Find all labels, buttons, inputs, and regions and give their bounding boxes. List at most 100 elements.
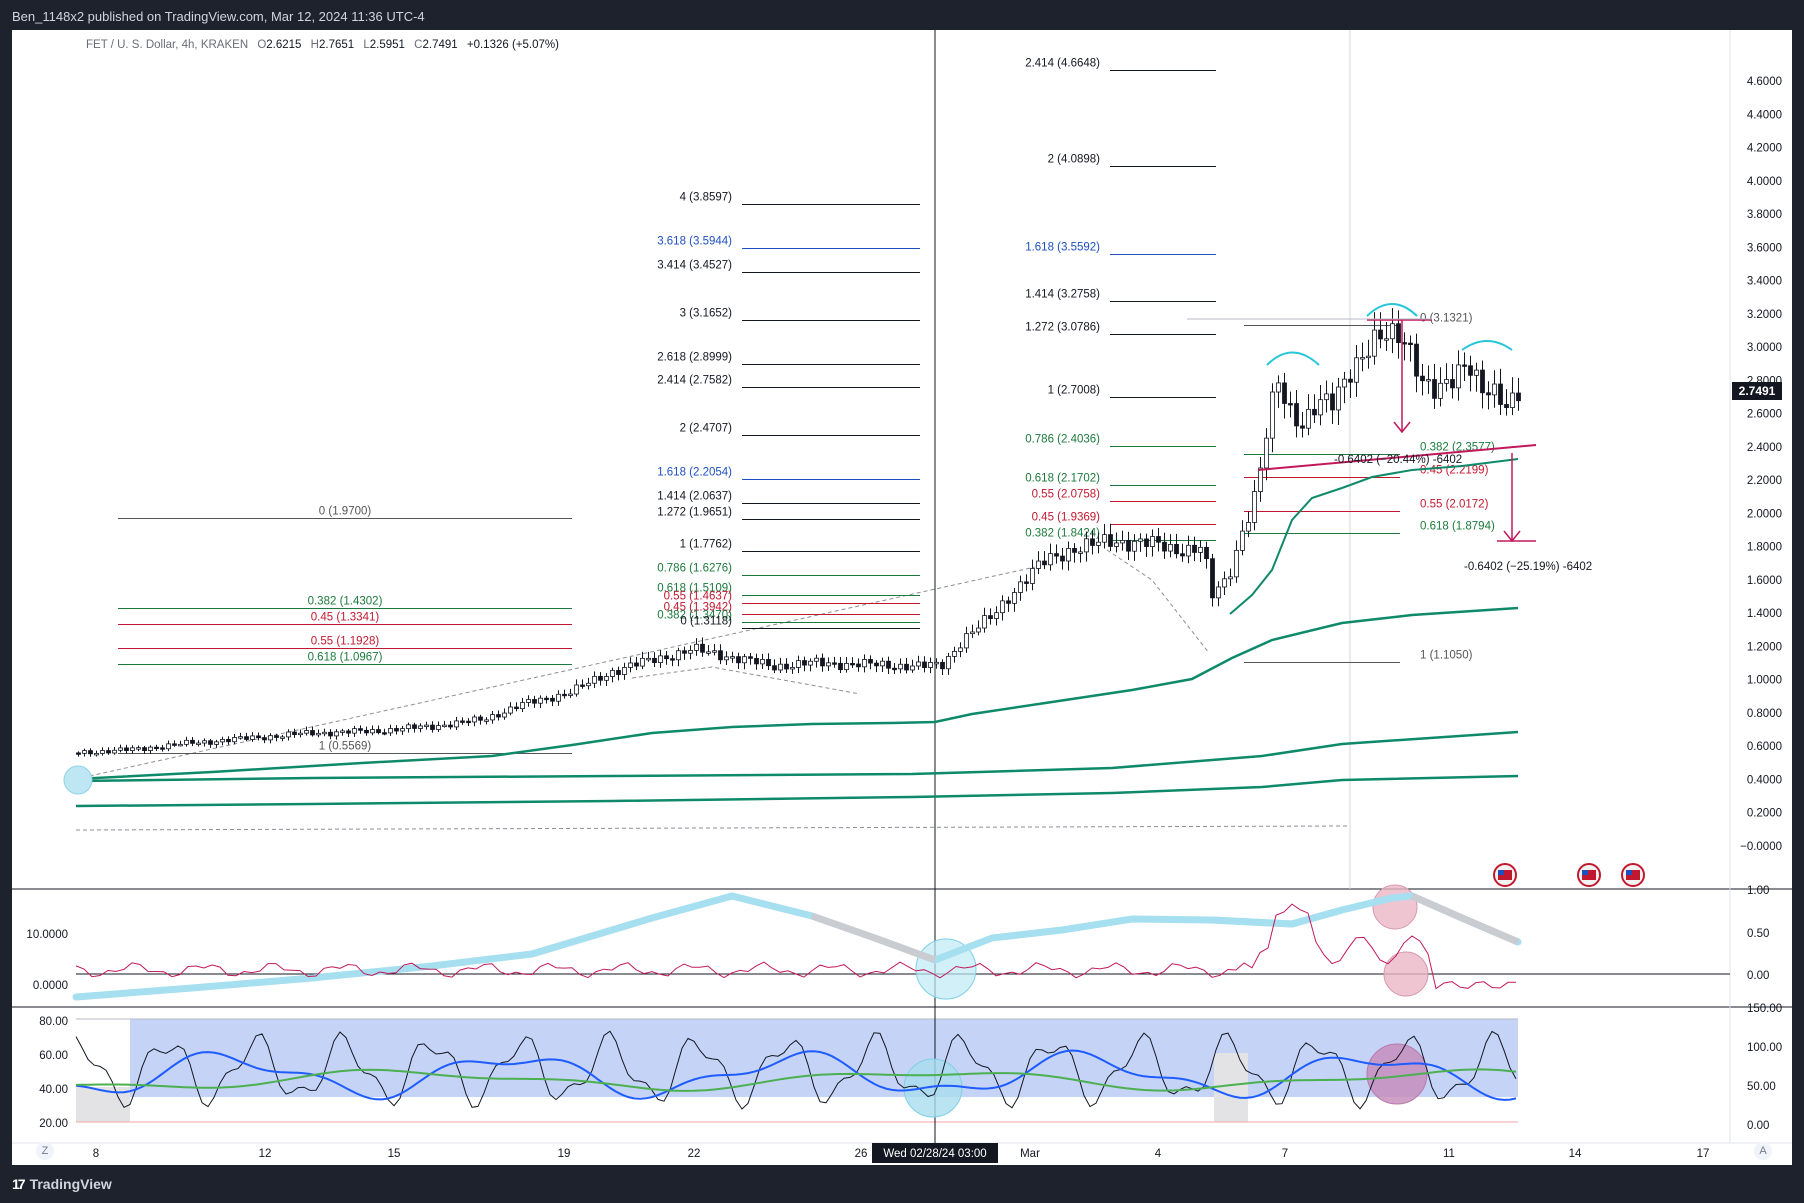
- candle-body: [520, 702, 525, 710]
- time-axis[interactable]: 8 12 15 19 22 26 Mar 4 7 11 14 17: [93, 1148, 1710, 1160]
- price-tick-label: 0.2000: [1747, 808, 1782, 820]
- candle-body: [1048, 553, 1053, 566]
- candle-body: [562, 693, 567, 697]
- candlestick-series: [76, 308, 1521, 757]
- fib-level-label: 0.382 (1.3470): [657, 610, 732, 622]
- price-axis[interactable]: 4.6000 4.4000 4.2000 4.0000 3.8000 3.6000 3.40…: [1740, 76, 1782, 853]
- candle-body: [394, 728, 399, 732]
- publisher-bar: Ben_1148x2 published on TradingView.com,…: [0, 0, 1804, 30]
- neckline[interactable]: [1257, 444, 1537, 471]
- candle-body: [1036, 560, 1041, 569]
- divergence-highlight: [1372, 884, 1418, 930]
- flag-us-icon[interactable]: [1577, 863, 1601, 887]
- candle-body: [1348, 378, 1353, 383]
- time-tick-label: 14: [1569, 1148, 1582, 1160]
- price-chart[interactable]: 4 (3.8597) 3.618 (3.5944) 3.414 (3.4527) 3 …: [12, 30, 1792, 1165]
- osc-signal-band-grey: [810, 912, 937, 964]
- candle-body: [106, 750, 111, 754]
- fib-level-label: 3.414 (3.4527): [657, 260, 732, 272]
- candle-body: [112, 749, 117, 754]
- candle-body: [1138, 538, 1143, 542]
- arrowhead: [1393, 421, 1411, 434]
- symbol-legend[interactable]: FET / U. S. Dollar, 4h, KRAKEN O2.6215 H…: [86, 39, 559, 51]
- candle-body: [976, 627, 981, 633]
- candle-body: [466, 720, 471, 724]
- candle-body: [88, 750, 93, 755]
- flag-us-icon[interactable]: [1493, 863, 1517, 887]
- candle-body: [1372, 329, 1377, 357]
- candle-body: [1042, 560, 1047, 566]
- candle-body: [508, 706, 513, 714]
- time-tick-label: 11: [1443, 1148, 1455, 1160]
- candle-body: [1060, 555, 1065, 562]
- candle-body: [292, 731, 297, 735]
- time-tick-label: 8: [93, 1148, 99, 1160]
- fib-level-label: 2 (2.4707): [680, 423, 733, 435]
- candle-body: [658, 655, 663, 664]
- candle-body: [886, 660, 891, 669]
- fib-retracement-c[interactable]: 0 (1.9700) 0.382 (1.4302) 0.45 (1.3341) 0.5…: [118, 506, 572, 754]
- price-tick-label: 1.2000: [1747, 641, 1782, 653]
- candle-body: [1204, 546, 1209, 560]
- fib-retracement-d[interactable]: 0 (3.1321)0.382 (2.3577)0.45 (2.2199)0.5…: [1244, 313, 1495, 663]
- swing-guide: [631, 666, 861, 695]
- fib-level-label: 1 (1.1050): [1420, 650, 1473, 662]
- chart-frame[interactable]: FET / U. S. Dollar, 4h, KRAKEN O2.6215 H…: [12, 30, 1792, 1165]
- candle-body: [280, 736, 285, 739]
- candle-body: [244, 736, 249, 740]
- candle-body: [676, 650, 681, 661]
- candle-body: [730, 656, 735, 659]
- fib-extension-b[interactable]: 2.414 (4.6648) 2 (4.0898) 1.618 (3.5592) 1.…: [1025, 58, 1216, 541]
- fib-level-label: 1.414 (2.0637): [657, 491, 732, 503]
- osc2-left-tick: 60.00: [39, 1050, 68, 1062]
- open-value: 2.6215: [266, 39, 302, 51]
- head-arc: [1366, 303, 1418, 317]
- zoom-reset-button[interactable]: Z: [36, 1142, 54, 1160]
- close-label: C: [414, 39, 423, 51]
- candle-body: [1426, 379, 1431, 382]
- price-tick-label: 3.2000: [1747, 309, 1782, 321]
- candle-body: [1006, 600, 1011, 604]
- candle-body: [376, 729, 381, 734]
- candle-body: [1258, 467, 1263, 492]
- osc2-right-tick: 0.00: [1747, 1120, 1769, 1132]
- low-value: 2.5951: [369, 39, 405, 51]
- candle-body: [448, 724, 453, 728]
- time-tick-label: 12: [259, 1148, 272, 1160]
- price-tick-label: −0.0000: [1740, 841, 1782, 853]
- candle-body: [844, 663, 849, 671]
- candle-body: [1108, 534, 1113, 547]
- candle-body: [880, 660, 885, 667]
- last-price-value: 2.7491: [1739, 384, 1776, 398]
- candle-body: [202, 740, 207, 744]
- candle-body: [1360, 357, 1365, 360]
- auto-scale-button[interactable]: A: [1754, 1142, 1772, 1160]
- candle-body: [1168, 544, 1173, 552]
- candle-body: [574, 684, 579, 695]
- swing-guide: [1106, 549, 1210, 654]
- symbol-name[interactable]: FET / U. S. Dollar, 4h, KRAKEN: [86, 39, 249, 51]
- candle-body: [832, 662, 837, 665]
- fib-extension-a[interactable]: 4 (3.8597) 3.618 (3.5944) 3.414 (3.4527) 3 …: [657, 192, 920, 629]
- fib-level-label: 0.618 (2.1702): [1025, 473, 1100, 485]
- candle-body: [430, 724, 435, 730]
- time-tick-label: 26: [855, 1148, 868, 1160]
- candle-body: [1390, 323, 1395, 340]
- rsi-band: [130, 1019, 1518, 1097]
- candle-body: [460, 720, 465, 723]
- candle-body: [1174, 544, 1179, 555]
- time-tick-label: 7: [1282, 1148, 1288, 1160]
- price-tick-label: 4.4000: [1747, 109, 1782, 121]
- price-tick-label: 1.8000: [1747, 542, 1782, 554]
- candle-body: [154, 746, 159, 750]
- candle-body: [922, 661, 927, 668]
- candle-body: [352, 728, 357, 734]
- candle-body: [556, 693, 561, 702]
- ema-100: [75, 730, 1519, 783]
- candle-body: [1330, 393, 1335, 411]
- last-price-badge: [1732, 382, 1782, 400]
- candle-body: [424, 724, 429, 728]
- tradingview-logo[interactable]: 17 TradingView: [12, 1176, 112, 1192]
- flag-us-icon[interactable]: [1621, 863, 1645, 887]
- candle-body: [1294, 403, 1299, 427]
